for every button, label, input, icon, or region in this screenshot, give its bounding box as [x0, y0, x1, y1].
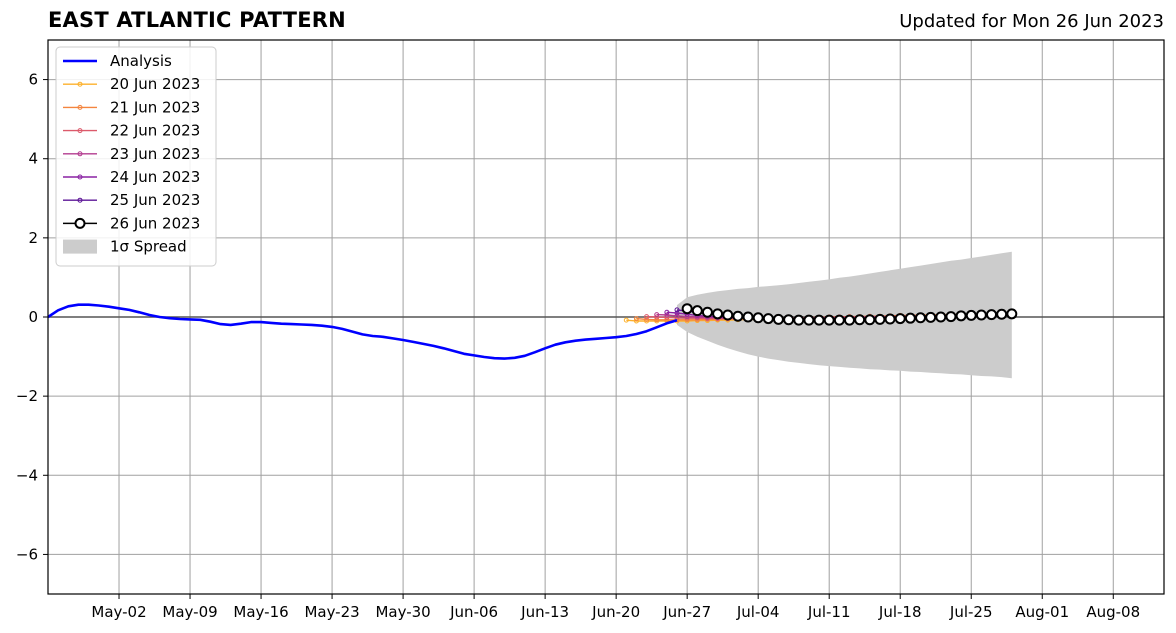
forecast-point-26jun — [783, 314, 795, 326]
forecast-point-26jun — [843, 314, 855, 326]
forecast-point — [664, 309, 670, 315]
forecast-point-26jun — [772, 313, 784, 325]
x-tick-label: May-23 — [304, 603, 359, 621]
x-tick-label: Jun-20 — [591, 603, 640, 621]
forecast-point-26jun — [935, 311, 947, 323]
legend-label: 1σ Spread — [110, 238, 187, 256]
y-tick-label: −6 — [16, 545, 38, 563]
forecast-point-26jun — [904, 312, 916, 324]
legend-label: Analysis — [110, 52, 172, 70]
legend-swatch-marker — [77, 81, 83, 87]
forecast-point — [674, 307, 680, 313]
x-tick-label: Jul-11 — [807, 603, 851, 621]
y-tick-label: −2 — [16, 387, 38, 405]
forecast-point-26jun — [793, 314, 805, 326]
x-tick-label: Jul-25 — [949, 603, 993, 621]
forecast-point-26jun — [986, 309, 998, 321]
main-forecast-layer — [681, 303, 1018, 326]
forecast-point-26jun — [1006, 308, 1018, 320]
y-tick-label: 0 — [28, 308, 38, 326]
forecast-point-26jun — [915, 312, 927, 324]
forecast-point — [674, 310, 680, 316]
x-tick-label: Jun-27 — [662, 603, 711, 621]
analysis-line — [47, 303, 678, 360]
forecast-point-26jun — [975, 309, 987, 321]
x-tick-label: Aug-08 — [1086, 603, 1140, 621]
forecast-point — [654, 312, 660, 318]
analysis-layer — [47, 303, 678, 360]
legend-swatch-marker — [77, 104, 83, 110]
forecast-point — [654, 317, 660, 323]
spread-band — [677, 251, 1012, 379]
forecast-point-26jun — [874, 313, 886, 325]
legend-label: 24 Jun 2023 — [110, 168, 200, 186]
y-tick-label: 2 — [28, 229, 38, 247]
x-tick-label: May-30 — [375, 603, 430, 621]
x-tick-label: May-02 — [91, 603, 146, 621]
forecast-point-26jun — [752, 312, 764, 324]
forecast-point — [674, 313, 680, 319]
forecast-point-26jun — [945, 311, 957, 323]
chart-title: EAST ATLANTIC PATTERN — [48, 8, 346, 32]
x-tick-label: May-16 — [233, 603, 288, 621]
y-tick-label: 6 — [28, 71, 38, 89]
x-tick-label: Jul-18 — [878, 603, 922, 621]
forecast-point-26jun — [833, 314, 845, 326]
legend-label: 22 Jun 2023 — [110, 122, 200, 140]
axis-layer: May-02 May-09 May-16 May-23 May-30 Jun-06 Jun-… — [16, 39, 1165, 621]
forecast-point-26jun — [854, 314, 866, 326]
legend-label: 23 Jun 2023 — [110, 145, 200, 163]
updated-date-label: Updated for Mon 26 Jun 2023 — [899, 11, 1164, 32]
x-tick-label: May-09 — [162, 603, 217, 621]
forecast-point-26jun — [722, 309, 734, 321]
forecast-point-26jun — [803, 314, 815, 326]
forecast-point-26jun — [762, 313, 774, 325]
legend-swatch-marker — [77, 174, 83, 180]
forecast-point — [633, 316, 639, 322]
legend-swatch-marker — [77, 128, 83, 134]
x-tick-label: Jun-06 — [449, 603, 498, 621]
legend-swatch-spread — [63, 239, 97, 254]
legend-label: 21 Jun 2023 — [110, 98, 200, 116]
forecast-point-26jun — [884, 313, 896, 325]
legend-swatch-marker — [77, 151, 83, 157]
forecast-point-26jun — [742, 311, 754, 323]
legend-label: 25 Jun 2023 — [110, 191, 200, 209]
forecast-point-26jun — [813, 314, 825, 326]
y-tick-label: −4 — [16, 466, 38, 484]
forecast-point — [644, 314, 650, 320]
x-tick-label: Aug-01 — [1015, 603, 1069, 621]
forecast-point-26jun — [925, 311, 937, 323]
legend-swatch-marker — [77, 197, 83, 203]
forecast-point-26jun — [681, 303, 693, 315]
forecast-point — [664, 312, 670, 318]
forecast-point-26jun — [823, 314, 835, 326]
forecast-point-26jun — [701, 306, 713, 318]
forecast-point-26jun — [864, 314, 876, 326]
forecast-point-26jun — [894, 313, 906, 325]
forecast-point — [644, 316, 650, 322]
forecast-point-26jun — [732, 310, 744, 322]
chart-legend: Analysis 20 Jun 2023 21 Jun 2023 22 Jun 202… — [55, 46, 217, 267]
legend-label: 20 Jun 2023 — [110, 75, 200, 93]
spread-layer — [677, 251, 1012, 379]
legend-box — [55, 46, 217, 267]
x-tick-label: Jun-13 — [520, 603, 569, 621]
x-tick-label: Jul-04 — [736, 603, 780, 621]
y-tick-label: 4 — [28, 150, 38, 168]
forecast-point-26jun — [996, 308, 1008, 320]
legend-swatch-marker — [74, 217, 86, 229]
legend-label: 26 Jun 2023 — [110, 214, 200, 232]
forecast-point-26jun — [965, 309, 977, 321]
forecast-point-26jun — [955, 310, 967, 322]
forecast-point — [623, 317, 629, 323]
forecast-point-26jun — [691, 305, 703, 317]
forecast-point-26jun — [712, 308, 724, 320]
